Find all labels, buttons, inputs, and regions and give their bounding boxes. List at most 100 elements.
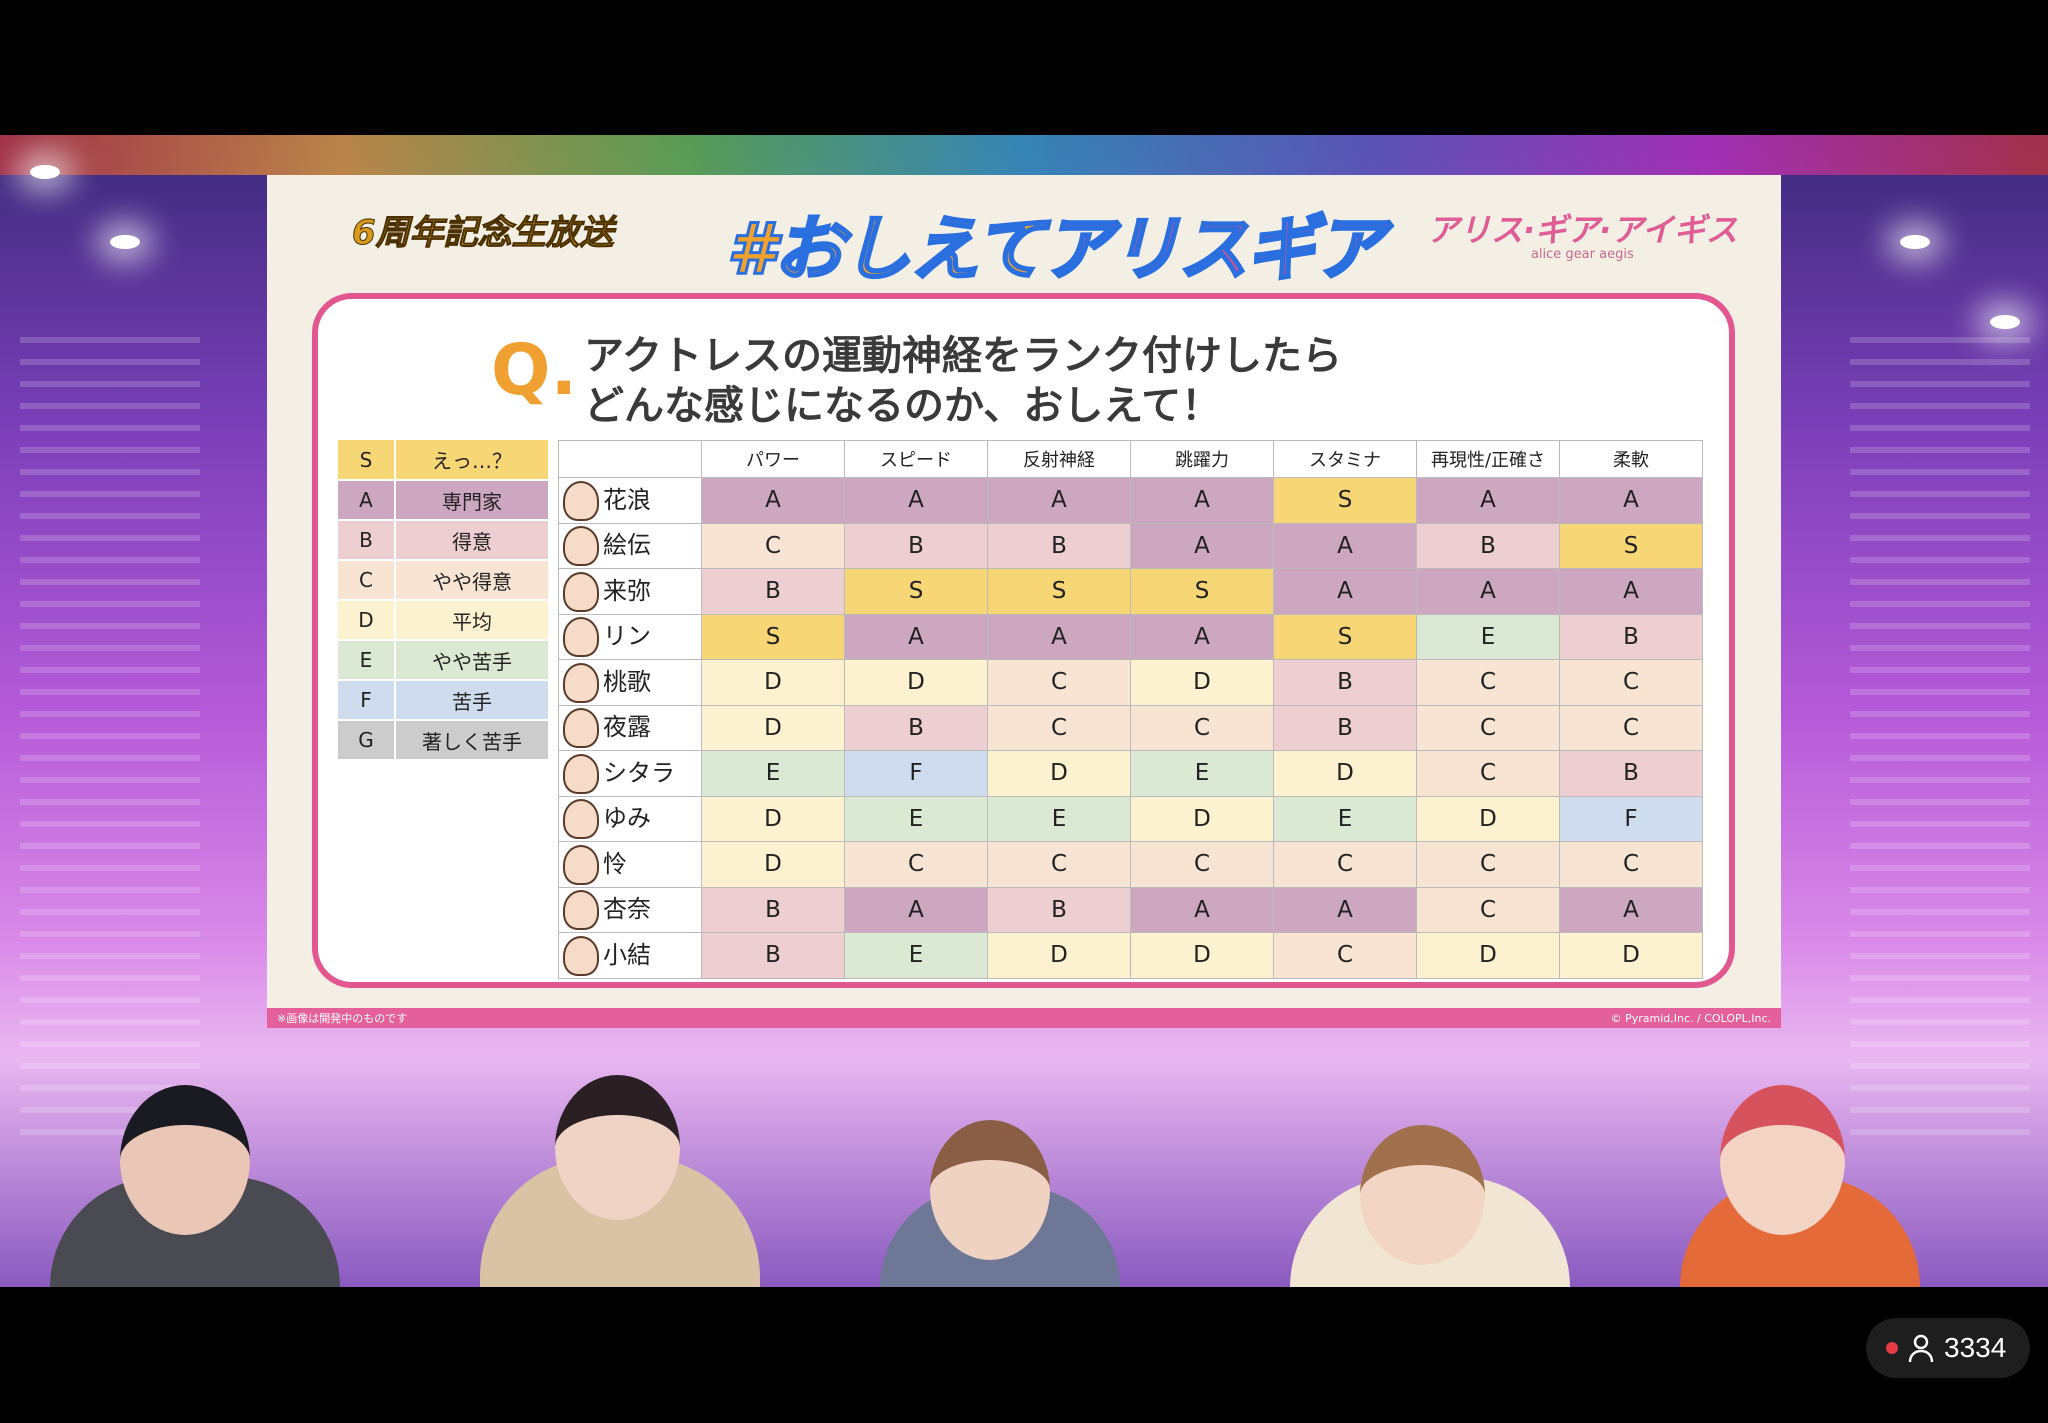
rank-cell: D [987,750,1131,797]
table-row: 杏奈 B A B A A C A [558,886,1703,933]
rank-cell: C [1416,659,1560,706]
character-avatar [563,662,599,703]
rank-cell: C [1273,932,1417,979]
column-header: 柔軟 [1559,440,1703,478]
question-line: アクトレスの運動神経をランク付けしたら [584,333,1342,379]
rank-cell: A [987,613,1131,660]
character-avatar [563,571,599,612]
rank-cell: D [1416,795,1560,842]
stage-truss [20,335,200,1135]
rank-cell: C [1559,704,1703,751]
rank-cell: D [844,659,988,706]
rank-cell: A [1273,568,1417,615]
rank-cell: A [987,477,1131,524]
rank-cell: E [844,932,988,979]
rank-cell: D [1273,750,1417,797]
character-name: 夜露 [603,713,651,742]
rank-cell: C [1273,841,1417,888]
question-line: どんな感じになるのか、おしえて！ [584,383,1222,429]
character-name: 花浪 [603,485,651,514]
character-avatar [563,480,599,521]
rank-cell: S [1559,522,1703,569]
rank-cell: E [844,795,988,842]
rank-cell: F [844,750,988,797]
column-header: スタミナ [1273,440,1417,478]
table-row: 夜露 D B C C B C C [558,704,1703,751]
rank-cell: A [1130,477,1274,524]
rank-cell: E [1273,795,1417,842]
legend-label: やや苦手 [395,640,548,681]
legend-row: G 著しく苦手 [338,720,548,761]
rank-cell: C [1559,659,1703,706]
legend-row: S えっ…？ [338,440,548,481]
rank-cell: E [987,795,1131,842]
rank-cell: A [844,613,988,660]
game-logo-en: alice gear aegis [1530,247,1634,262]
rank-cell: C [844,841,988,888]
character-cell: 桃歌 [558,659,702,706]
character-cell: シタラ [558,750,702,797]
character-name: 小結 [603,940,651,969]
rank-cell: A [1130,522,1274,569]
character-cell: 絵伝 [558,522,702,569]
table-row: 絵伝 C B B A A B S [558,522,1703,569]
legend-rank: E [338,640,396,681]
rank-cell: A [1416,477,1560,524]
legend-label: 苦手 [395,680,548,721]
legend-label: やや得意 [395,560,548,601]
rank-cell: B [844,704,988,751]
title-logo-part: アリスギア [1041,207,1386,292]
rank-cell: B [1273,659,1417,706]
legend-row: A 専門家 [338,480,548,521]
rank-cell: D [1130,932,1274,979]
rank-cell: D [1416,932,1560,979]
legend-row: C やや得意 [338,560,548,601]
legend-label: 得意 [395,520,548,561]
rank-cell: A [1559,568,1703,615]
character-cell: 杏奈 [558,886,702,933]
stage-light [1900,235,1930,249]
presenter-head [1360,1125,1485,1265]
rank-cell: B [987,886,1131,933]
table-row: シタラ E F D E D C B [558,750,1703,797]
question-text: アクトレスの運動神経をランク付けしたら どんな感じになるのか、おしえて！ [584,331,1342,431]
rank-cell: C [1416,750,1560,797]
rank-cell: A [701,477,845,524]
rank-cell: A [844,886,988,933]
column-header: スピード [844,440,988,478]
legend-row: B 得意 [338,520,548,561]
table-row: 花浪 A A A A S A A [558,477,1703,524]
rank-cell: D [701,659,845,706]
rank-cell: B [1416,522,1560,569]
dev-notice: ※画像は開発中のものです [277,1012,408,1025]
character-cell: 怜 [558,841,702,888]
rank-cell: A [1130,613,1274,660]
rank-cell: B [844,522,988,569]
rank-cell: D [701,704,845,751]
legend-row: D 平均 [338,600,548,641]
game-logo-jp: アリス·ギア·アイギス [1427,211,1738,249]
presenter-head [930,1120,1050,1260]
character-name: 絵伝 [603,531,651,560]
rank-cell: S [701,613,845,660]
title-logo-part: #おしえて [725,207,1045,292]
live-dot-icon [1886,1342,1898,1354]
rank-cell: A [1559,886,1703,933]
legend-rank: S [338,440,396,481]
rank-cell: A [844,477,988,524]
character-avatar [563,526,599,567]
character-name: シタラ [603,758,675,787]
table-row: 桃歌 D D C D B C C [558,659,1703,706]
rank-cell: S [1130,568,1274,615]
character-cell: リン [558,613,702,660]
slide-footer: ※画像は開発中のものです © Pyramid,Inc. / COLOPL,Inc… [267,1008,1781,1028]
character-name: 桃歌 [603,667,651,696]
rank-legend: S えっ…？ A 専門家 B 得意 C やや得意 D 平均 E やや苦手 F 苦手 G 著しく苦手 [338,440,548,761]
name-column-header [558,440,702,478]
character-name: ゆみ [603,804,651,833]
legend-label: えっ…？ [395,440,548,481]
rank-cell: A [1273,522,1417,569]
column-header: パワー [701,440,845,478]
rank-cell: D [701,795,845,842]
character-cell: 花浪 [558,477,702,524]
